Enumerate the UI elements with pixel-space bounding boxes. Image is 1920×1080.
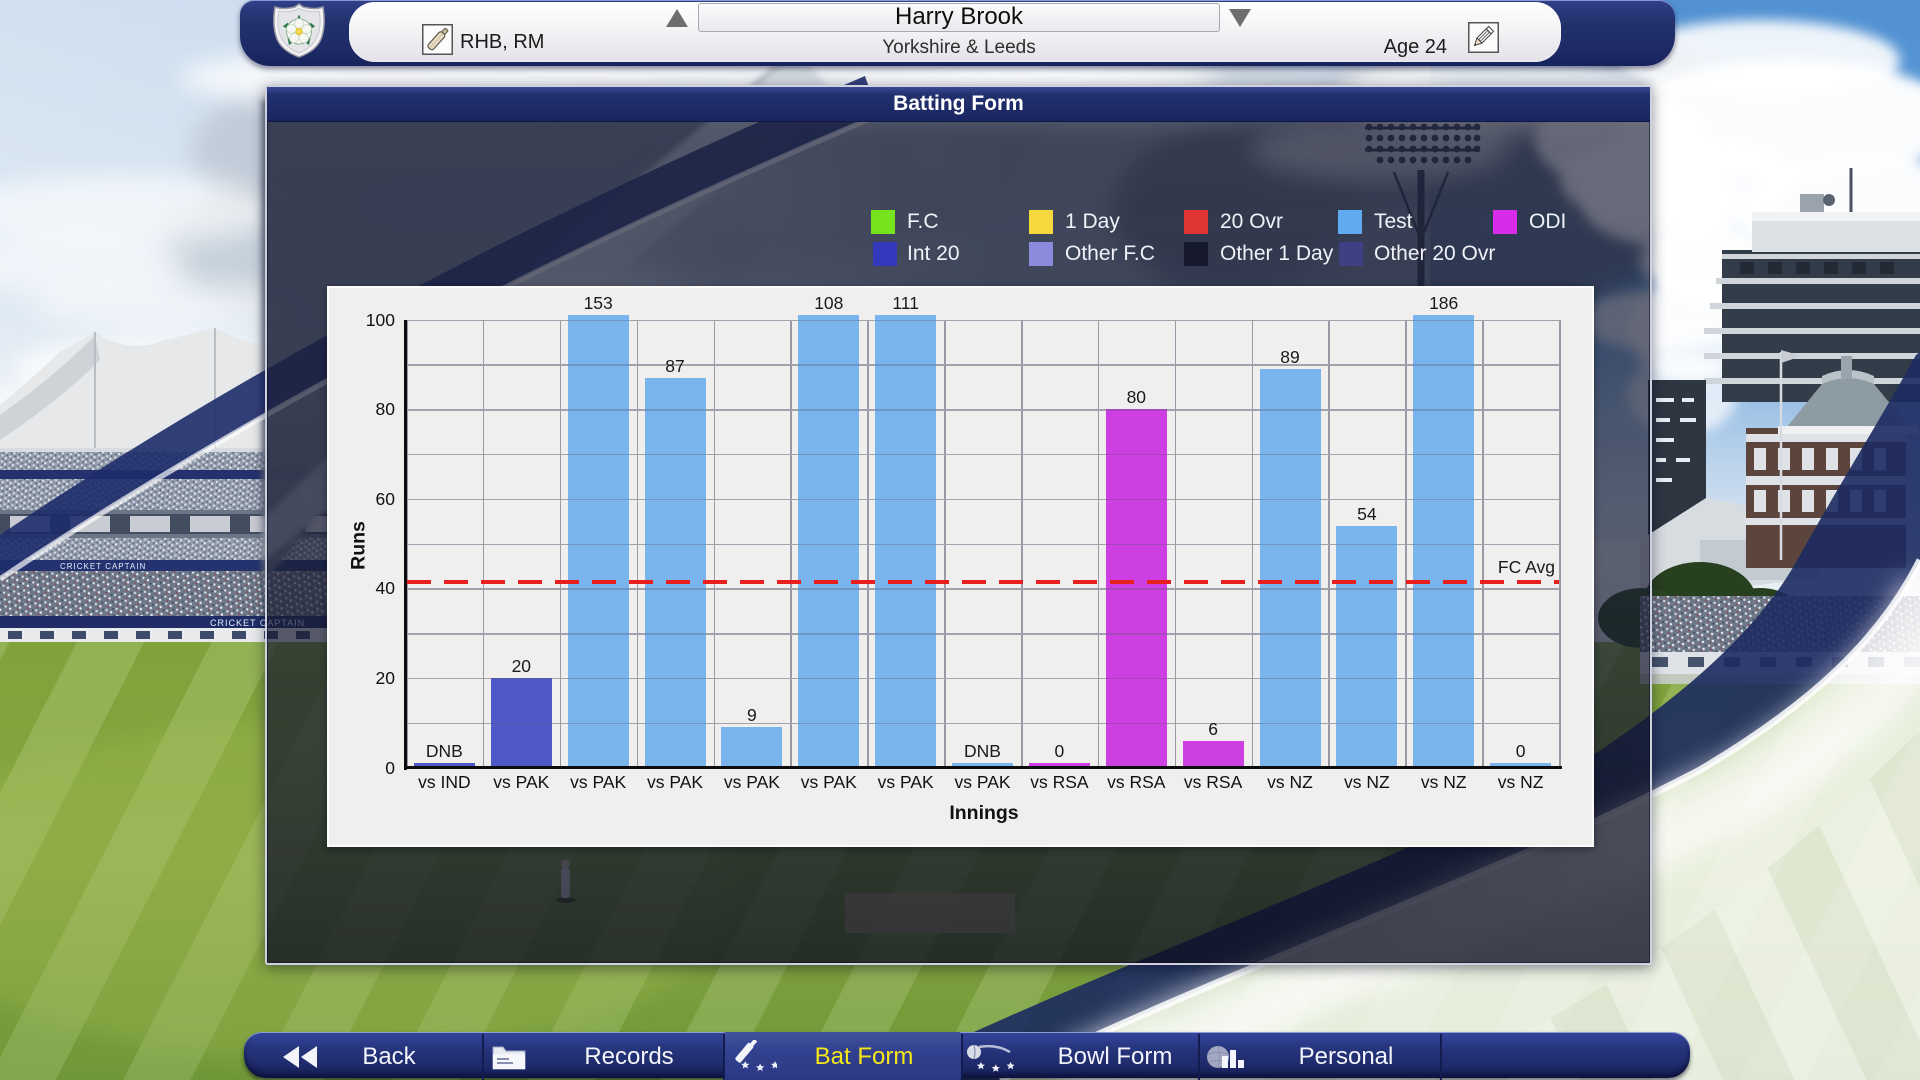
svg-text:CRICKET CAPTAIN: CRICKET CAPTAIN <box>210 618 305 628</box>
svg-text:CRICKET CAPTAIN: CRICKET CAPTAIN <box>60 562 146 571</box>
